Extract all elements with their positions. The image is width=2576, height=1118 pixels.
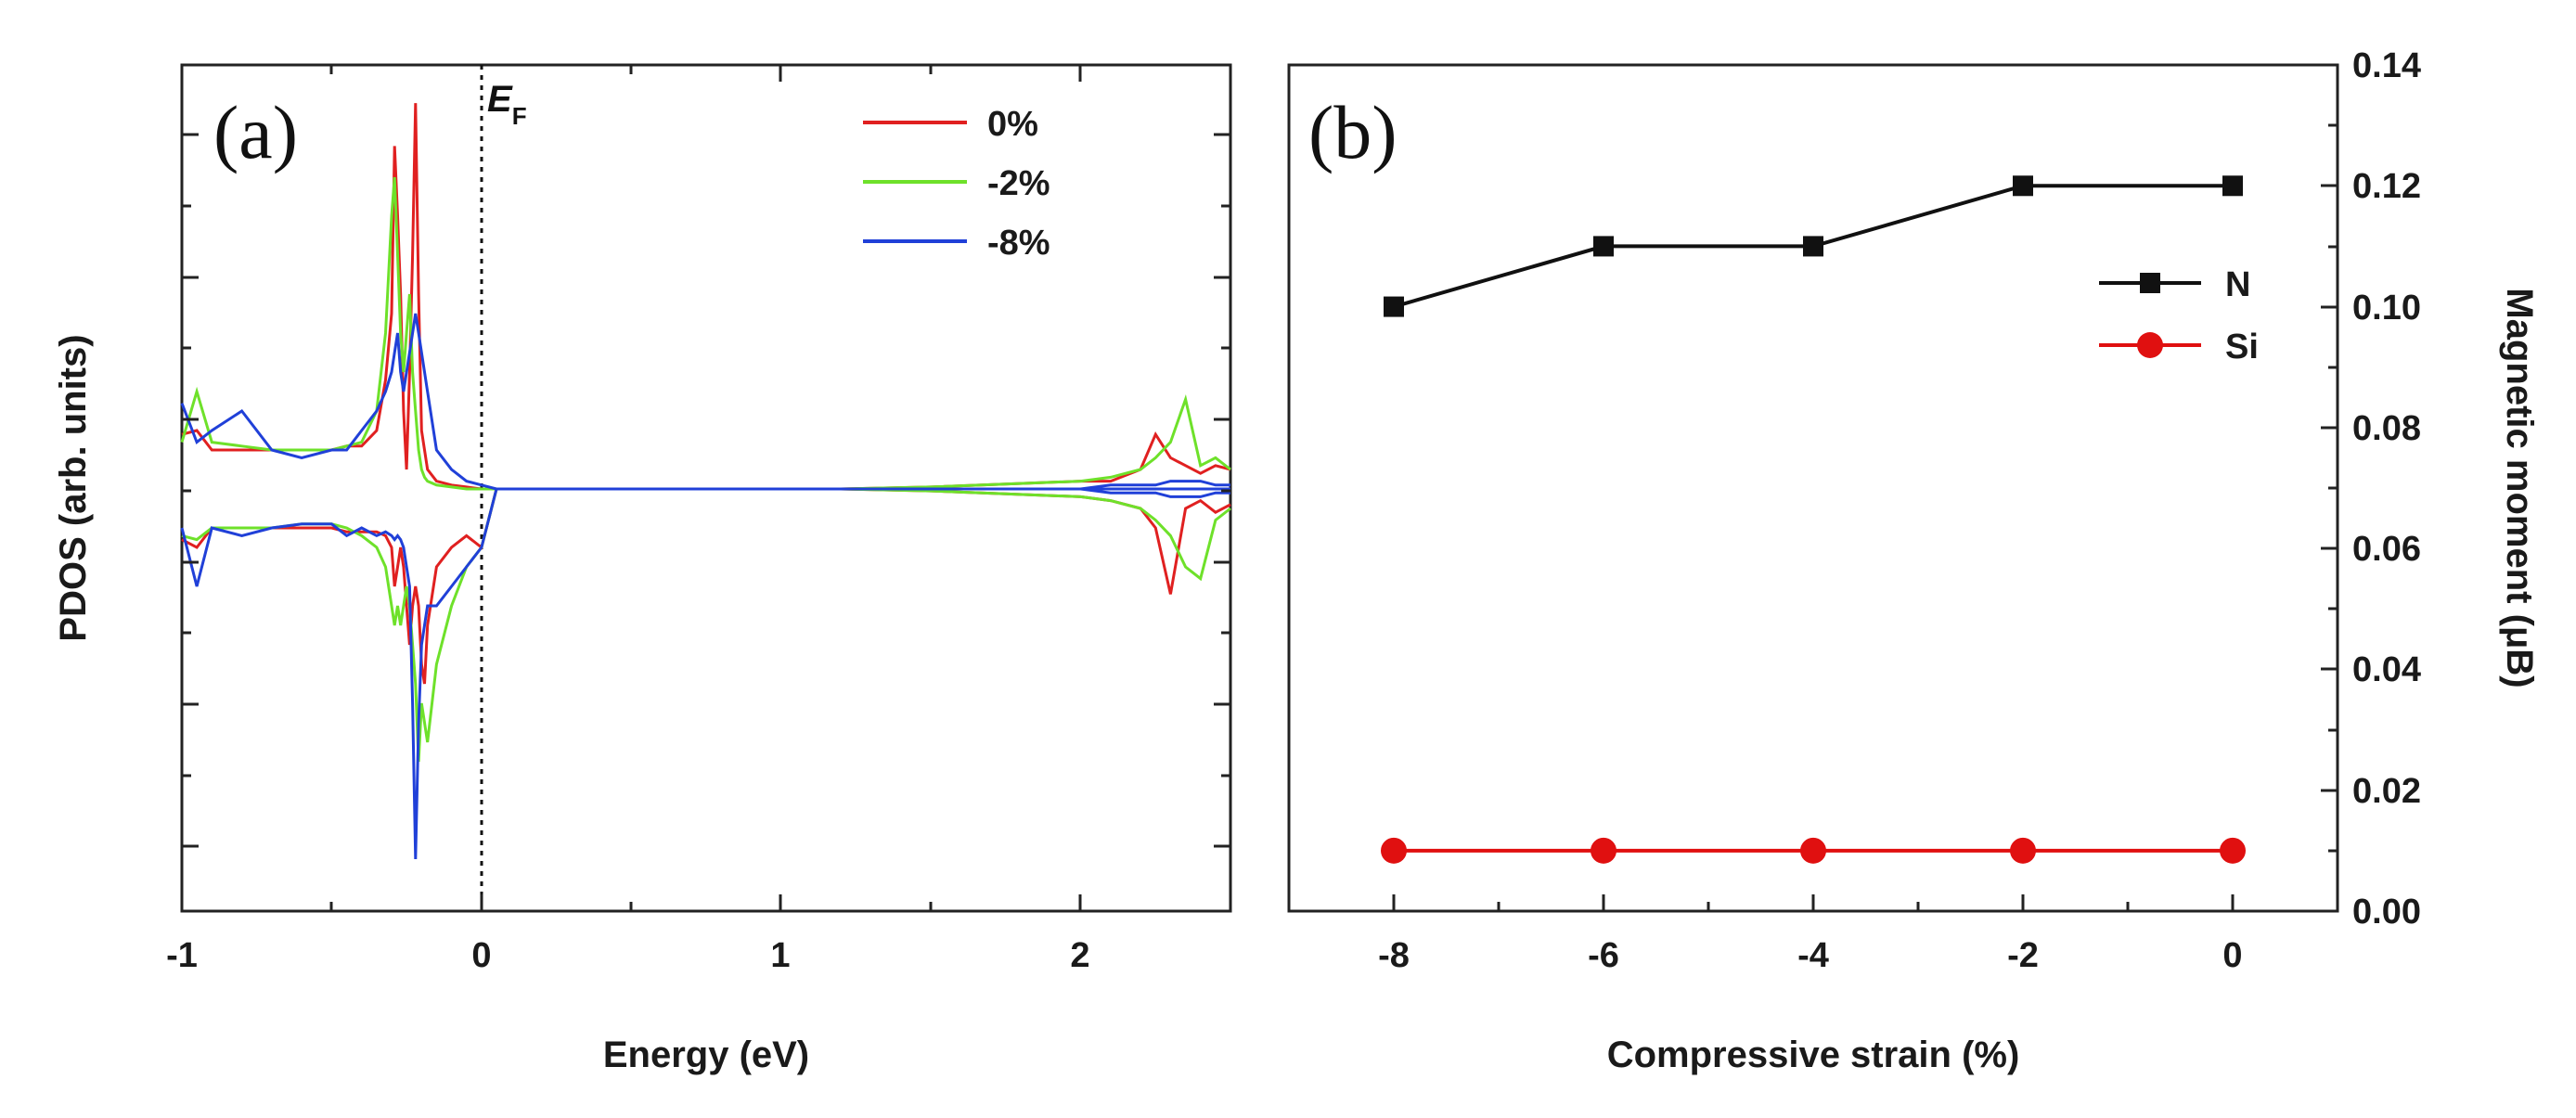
legend-b: N Si (2099, 265, 2259, 366)
y-tick-label-b-6: 0.10 (2352, 289, 2421, 328)
x-tick-label-b-3: -4 (1797, 936, 1829, 975)
series-minus8pct-spin-up-line (180, 313, 1230, 491)
series-0pct-spin-up-line (181, 103, 1231, 491)
legend-b-label-N: N (2225, 265, 2250, 304)
legend-a: 0% -2% -8% (863, 105, 1050, 263)
legend-a-label-minus8pct: -8% (987, 224, 1050, 263)
series-Si-point-2 (1591, 837, 1616, 864)
x-tick-label-b-2: -6 (1588, 936, 1619, 975)
y-axis-title-b: Magnetic moment (μB) (2499, 288, 2540, 688)
series-Si (1381, 837, 2246, 864)
x-tick-label-a-1: -1 (166, 936, 198, 975)
y-tick-label-b-5: 0.08 (2352, 409, 2421, 448)
y-tick-label-b-8: 0.14 (2352, 46, 2421, 85)
series-Si-point-5 (2220, 837, 2246, 864)
series-Si-point-3 (1800, 837, 1826, 864)
fermi-level-label: EF (487, 79, 527, 130)
x-tick-label-a-4: 2 (1070, 936, 1089, 975)
series-N-point-2 (1593, 236, 1614, 257)
y-tick-label-b-1: 0.00 (2352, 893, 2421, 932)
x-tick-label-b-4: -2 (2007, 936, 2039, 975)
y-tick-label-b-3: 0.04 (2352, 650, 2421, 689)
x-tick-label-b-1: -8 (1378, 936, 1410, 975)
x-axis-title-b: Compressive strain (%) (1607, 1034, 2020, 1075)
y-ticks-a (182, 133, 1230, 848)
series-N-point-3 (1803, 236, 1823, 257)
series-minus2pct-spin-down-line (181, 487, 1231, 763)
x-tick-label-b-5: 0 (2222, 936, 2242, 975)
panel-b: (b) (1287, 46, 2540, 1075)
y-ticks-b (2321, 63, 2338, 913)
x-ticks-b (1392, 894, 2339, 911)
series-Si-point-1 (1381, 837, 1407, 864)
series-N-point-4 (2013, 175, 2033, 197)
fermi-level-label-main: E (487, 79, 513, 120)
legend-b-swatch-N-marker (2140, 273, 2160, 293)
series-N-point-1 (1384, 296, 1404, 317)
series-Si-point-4 (2010, 837, 2036, 864)
y-tick-label-b-4: 0.06 (2352, 530, 2421, 569)
fermi-level-label-sub: F (512, 102, 527, 130)
panel-b-plot-frame (1287, 63, 2339, 913)
x-tick-label-a-3: 1 (770, 936, 790, 975)
series-N (1384, 175, 2243, 317)
series-minus2pct-spin-up-line (180, 176, 1231, 491)
x-axis-title-a: Energy (eV) (603, 1034, 809, 1075)
panel-a-label: (a) (213, 90, 298, 174)
legend-a-label-0pct: 0% (987, 105, 1038, 144)
series-N-point-5 (2222, 175, 2243, 197)
panel-b-label: (b) (1308, 90, 1397, 174)
panel-a: (a) EF (53, 63, 1232, 1075)
series-0pct-spin-down-line (181, 487, 1231, 685)
y-tick-label-b-2: 0.02 (2352, 772, 2421, 811)
series-minus8pct-spin-down-line (180, 487, 1230, 860)
legend-b-label-Si: Si (2225, 328, 2259, 366)
y-tick-label-b-7: 0.12 (2352, 167, 2421, 206)
legend-a-label-minus2pct: -2% (987, 164, 1050, 203)
x-tick-label-a-2: 0 (471, 936, 491, 975)
legend-b-swatch-Si-marker (2137, 332, 2163, 358)
y-axis-title-a: PDOS (arb. units) (53, 334, 94, 641)
